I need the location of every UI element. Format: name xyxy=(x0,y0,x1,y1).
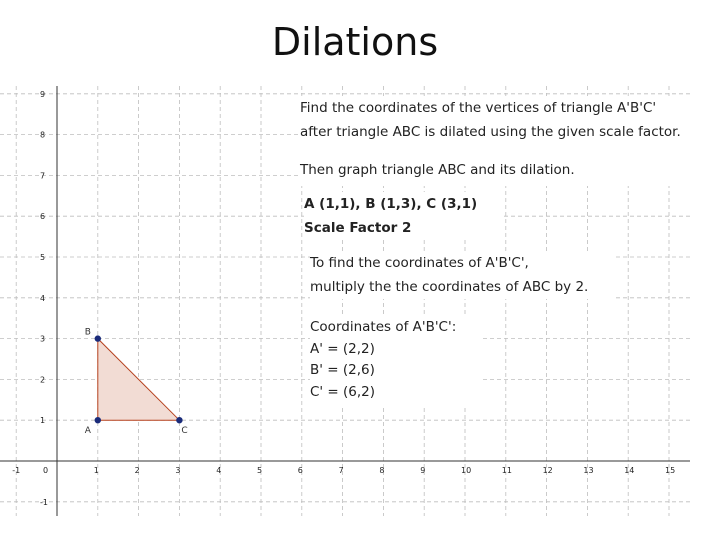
y-tick-label: 9 xyxy=(40,90,45,99)
x-tick-label: -1 xyxy=(12,466,20,475)
x-tick-label: 1 xyxy=(94,466,99,475)
x-tick-label: 11 xyxy=(502,466,512,475)
x-tick-label: 12 xyxy=(543,466,553,475)
instruction-line-1: Find the coordinates of the vertices of … xyxy=(300,100,657,116)
answer-b-prime: B' = (2,6) xyxy=(310,362,375,378)
answer-box: Coordinates of A'B'C': A' = (2,2) B' = (… xyxy=(310,317,482,407)
x-tick-label: 5 xyxy=(257,466,262,475)
x-tick-label: 10 xyxy=(461,466,471,475)
y-tick-label: -1 xyxy=(40,498,48,507)
vertex-point-a xyxy=(94,417,102,424)
x-tick-label: 13 xyxy=(583,466,593,475)
origin-label: 0 xyxy=(43,466,48,475)
instructions-box: Find the coordinates of the vertices of … xyxy=(300,96,706,186)
x-tick-label: 6 xyxy=(298,466,303,475)
y-tick-label: 5 xyxy=(40,253,45,262)
method-line-2: multiply the the coordinates of ABC by 2… xyxy=(310,279,589,295)
vertex-label-c: C xyxy=(181,426,187,436)
y-tick-label: 1 xyxy=(40,416,45,425)
y-tick-label: 2 xyxy=(40,375,45,384)
answer-a-prime: A' = (2,2) xyxy=(310,340,375,357)
x-tick-label: 15 xyxy=(665,466,675,475)
answer-heading: Coordinates of A'B'C': xyxy=(310,319,457,335)
axes xyxy=(0,86,690,516)
x-tick-label: 7 xyxy=(339,466,344,475)
vertex-label-a: A xyxy=(85,426,92,436)
x-tick-label: 9 xyxy=(420,466,425,475)
instruction-line-3: Then graph triangle ABC and its dilation… xyxy=(300,162,575,178)
given-scale-factor: Scale Factor 2 xyxy=(304,220,412,236)
method-line-1: To find the coordinates of A'B'C', xyxy=(310,255,529,271)
x-tick-label: 14 xyxy=(624,466,634,475)
triangle-shape xyxy=(97,337,181,421)
y-tick-label: 3 xyxy=(40,335,45,344)
y-tick-label: 7 xyxy=(40,171,45,180)
answer-c-prime: C' = (6,2) xyxy=(310,383,376,400)
method-box: To find the coordinates of A'B'C', multi… xyxy=(310,251,614,299)
vertex-point-c xyxy=(176,417,183,424)
vertex-point-b xyxy=(94,335,102,342)
given-vertices: A (1,1), B (1,3), C (3,1) xyxy=(304,196,478,212)
y-tick-label: 6 xyxy=(40,212,45,221)
slide-title: Dilations xyxy=(271,20,439,64)
x-tick-label: 2 xyxy=(135,466,140,475)
y-tick-label: 4 xyxy=(40,294,45,303)
vertex-label-b: B xyxy=(85,328,91,338)
y-tick-label: 8 xyxy=(40,131,45,140)
triangle-abc: A B C xyxy=(85,328,188,437)
x-tick-label: 8 xyxy=(379,466,384,475)
x-tick-label: 3 xyxy=(175,466,180,475)
instruction-line-2: after triangle ABC is dilated using the … xyxy=(300,124,681,140)
given-box: A (1,1), B (1,3), C (3,1) Scale Factor 2 xyxy=(304,192,504,240)
x-tick-label: 4 xyxy=(216,466,221,475)
